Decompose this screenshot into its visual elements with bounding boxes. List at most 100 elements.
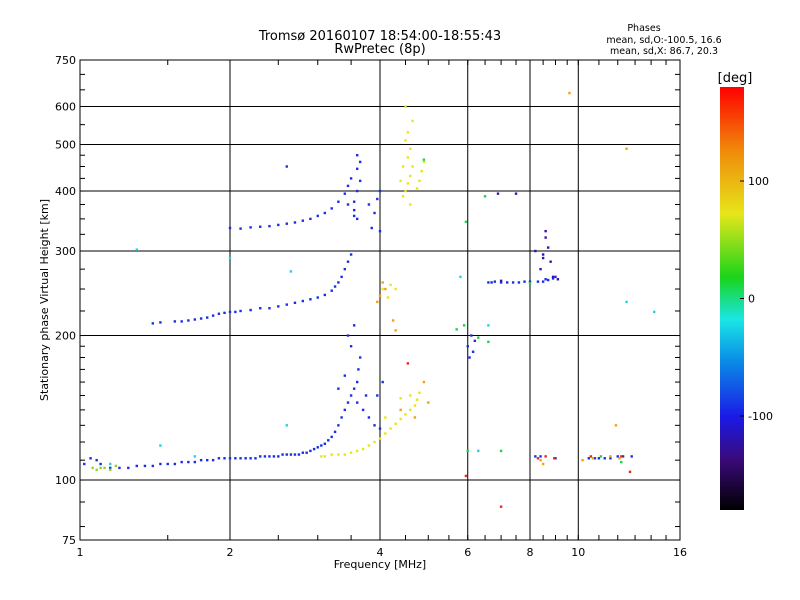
data-point (349, 253, 353, 256)
y-tick-label: 200 (55, 330, 76, 343)
data-point (464, 474, 468, 478)
data-point (511, 281, 515, 284)
data-point (399, 179, 402, 183)
data-point (487, 340, 490, 344)
data-point (268, 307, 271, 310)
data-point (285, 424, 288, 427)
data-point (228, 310, 232, 314)
data-point (630, 455, 633, 458)
data-point (114, 464, 118, 468)
data-point (499, 281, 503, 284)
data-point (422, 380, 426, 384)
data-point (539, 455, 542, 458)
data-point (376, 394, 379, 397)
data-point (587, 457, 591, 460)
data-point (625, 147, 628, 150)
data-point (409, 203, 412, 206)
data-point (259, 225, 262, 228)
data-point (312, 447, 316, 451)
chart-title: Tromsø 20160107 18:54:00-18:55:43 (258, 29, 501, 44)
data-point (83, 462, 86, 466)
data-point (309, 217, 312, 221)
data-point (544, 455, 547, 458)
data-point (541, 462, 545, 466)
data-point (625, 300, 628, 304)
data-point (180, 460, 183, 464)
data-point (404, 139, 407, 142)
data-point (352, 324, 356, 327)
data-point (343, 267, 347, 271)
data-point (391, 319, 395, 322)
data-point (343, 192, 347, 195)
data-point (499, 449, 503, 453)
data-point (534, 249, 537, 253)
x-tick-label: 6 (464, 546, 471, 559)
data-point (373, 440, 376, 444)
data-point (285, 303, 288, 306)
x-tick-label: 8 (527, 546, 534, 559)
data-point (618, 457, 621, 460)
data-point (499, 505, 503, 508)
data-point (384, 287, 387, 291)
data-point (346, 334, 350, 337)
stats-heading: Phases (627, 23, 660, 34)
data-point (554, 457, 557, 460)
data-point (159, 462, 162, 466)
data-point (422, 158, 426, 161)
data-point (628, 470, 632, 474)
data-point (536, 457, 540, 460)
colorbar-ticks: 100 0 -100 (740, 175, 773, 423)
data-point (187, 319, 190, 322)
data-point (289, 270, 293, 273)
data-point (528, 280, 532, 283)
data-point (320, 444, 323, 447)
data-point (609, 455, 612, 458)
data-point (399, 408, 402, 412)
data-point (427, 401, 430, 404)
data-point (399, 417, 402, 421)
data-point (406, 131, 410, 134)
data-point (462, 324, 466, 327)
y-tick-label: 300 (55, 245, 76, 258)
data-point (323, 211, 327, 215)
data-point (272, 455, 276, 458)
data-point (293, 301, 297, 305)
data-point (470, 334, 473, 337)
data-point (343, 408, 347, 412)
data-point (281, 453, 284, 456)
data-point (166, 462, 169, 466)
data-point (409, 147, 412, 150)
data-point (358, 356, 362, 359)
data-point (330, 453, 333, 456)
data-point (514, 192, 518, 195)
data-point (370, 226, 373, 230)
data-point (373, 424, 376, 427)
y-tick-label: 100 (55, 474, 76, 487)
data-point (349, 451, 353, 454)
data-point (418, 391, 421, 394)
chart-subtitle: RwPretec (8p) (334, 42, 425, 57)
data-point (159, 444, 162, 447)
data-point (349, 345, 353, 348)
data-point (355, 449, 359, 453)
data-point (263, 455, 267, 458)
data-point (228, 457, 232, 460)
data-point (593, 457, 597, 460)
data-point (409, 174, 412, 178)
data-point (337, 387, 340, 390)
data-point (415, 398, 419, 401)
data-point (471, 350, 475, 353)
data-point (337, 281, 340, 284)
data-point (305, 451, 308, 454)
y-tick-label: 600 (55, 101, 76, 114)
data-point (409, 394, 412, 397)
data-point (466, 345, 469, 348)
stats-line-x: mean, sd,X: 86.7, 20.3 (610, 46, 718, 57)
data-point (541, 256, 545, 260)
data-point (239, 457, 242, 460)
data-point (228, 256, 232, 260)
x-tick-label: 2 (227, 546, 234, 559)
data-point (234, 310, 237, 314)
data-point (89, 457, 92, 460)
data-point (358, 160, 362, 164)
